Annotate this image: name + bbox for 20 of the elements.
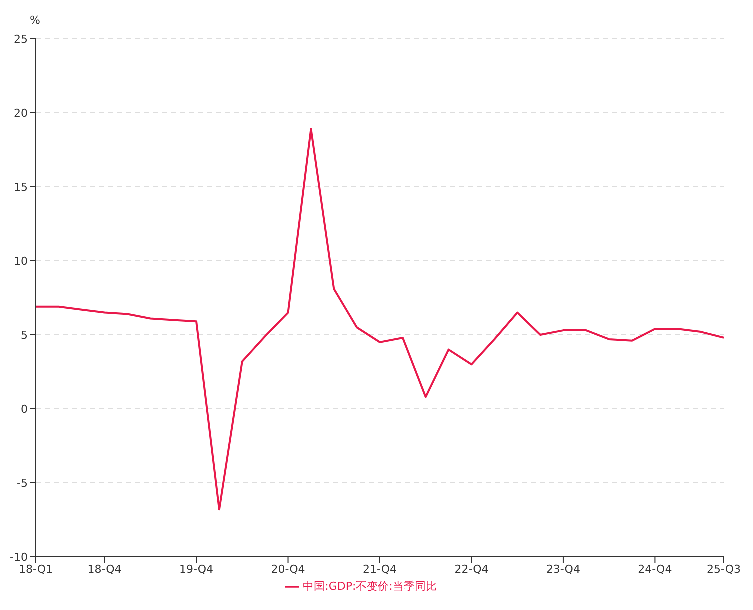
y-tick-label: 0 <box>21 402 28 416</box>
x-tick-label: 24-Q4 <box>638 562 672 576</box>
y-tick-label: 15 <box>14 180 28 194</box>
y-tick-label: 20 <box>14 106 28 120</box>
x-tick-label: 22-Q4 <box>454 562 489 576</box>
x-tick-label: 25-Q3 <box>706 562 742 576</box>
x-tick-label: 20-Q4 <box>271 562 306 576</box>
x-tick-label: 18-Q1 <box>18 562 54 576</box>
y-tick-label: -10 <box>10 550 28 564</box>
line-series <box>36 128 724 511</box>
legend-label: 中国:GDP:不变价:当季同比 <box>303 580 437 593</box>
y-tick-label: 25 <box>14 32 28 46</box>
y-axis-title: % <box>30 14 40 27</box>
y-tick-label: -5 <box>17 476 28 490</box>
y-tick-label: 5 <box>21 328 28 342</box>
y-tick-label: 10 <box>14 254 28 268</box>
x-tick-label: 21-Q4 <box>362 562 398 576</box>
x-tick-label: 23-Q4 <box>546 562 580 576</box>
x-tick-label: 18-Q4 <box>88 562 122 576</box>
x-tick-label: 19-Q4 <box>180 562 214 576</box>
